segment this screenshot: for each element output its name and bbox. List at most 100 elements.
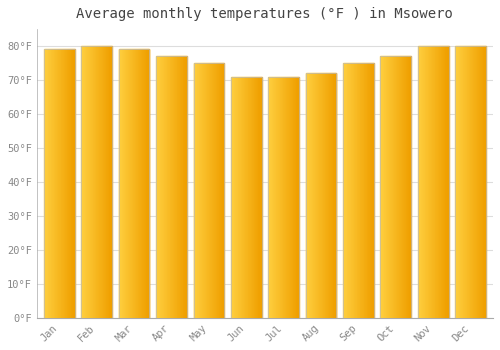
Bar bbox=[278, 77, 279, 318]
Bar bbox=[208, 63, 209, 318]
Bar bbox=[268, 77, 299, 318]
Bar bbox=[52, 49, 53, 318]
Bar bbox=[72, 49, 73, 318]
Bar bbox=[382, 56, 383, 318]
Bar bbox=[482, 46, 483, 318]
Bar bbox=[484, 46, 485, 318]
Bar bbox=[440, 46, 441, 318]
Bar bbox=[102, 46, 103, 318]
Bar bbox=[125, 49, 126, 318]
Bar bbox=[99, 46, 100, 318]
Bar bbox=[282, 77, 283, 318]
Bar bbox=[430, 46, 431, 318]
Bar bbox=[443, 46, 444, 318]
Bar bbox=[233, 77, 234, 318]
Bar bbox=[402, 56, 404, 318]
Bar bbox=[127, 49, 128, 318]
Bar bbox=[84, 46, 85, 318]
Bar bbox=[243, 77, 244, 318]
Bar bbox=[326, 73, 327, 318]
Bar bbox=[121, 49, 122, 318]
Bar bbox=[275, 77, 276, 318]
Bar bbox=[219, 63, 220, 318]
Bar bbox=[294, 77, 295, 318]
Bar bbox=[474, 46, 475, 318]
Bar bbox=[368, 63, 369, 318]
Bar bbox=[320, 73, 321, 318]
Bar bbox=[321, 73, 322, 318]
Bar bbox=[367, 63, 368, 318]
Bar bbox=[130, 49, 131, 318]
Bar bbox=[288, 77, 289, 318]
Bar bbox=[69, 49, 70, 318]
Bar bbox=[293, 77, 294, 318]
Bar bbox=[285, 77, 286, 318]
Bar bbox=[364, 63, 366, 318]
Bar bbox=[424, 46, 425, 318]
Bar bbox=[104, 46, 105, 318]
Bar bbox=[194, 63, 195, 318]
Bar bbox=[469, 46, 470, 318]
Bar bbox=[328, 73, 330, 318]
Bar bbox=[405, 56, 406, 318]
Bar bbox=[467, 46, 468, 318]
Bar bbox=[410, 56, 411, 318]
Bar bbox=[422, 46, 424, 318]
Bar bbox=[62, 49, 63, 318]
Bar bbox=[220, 63, 221, 318]
Bar bbox=[158, 56, 159, 318]
Bar bbox=[456, 46, 457, 318]
Bar bbox=[436, 46, 437, 318]
Bar bbox=[353, 63, 354, 318]
Bar bbox=[95, 46, 96, 318]
Bar bbox=[311, 73, 312, 318]
Bar bbox=[425, 46, 426, 318]
Bar bbox=[157, 56, 158, 318]
Bar bbox=[352, 63, 353, 318]
Bar bbox=[357, 63, 358, 318]
Bar bbox=[51, 49, 52, 318]
Bar bbox=[118, 49, 120, 318]
Bar bbox=[420, 46, 421, 318]
Bar bbox=[46, 49, 47, 318]
Bar bbox=[399, 56, 400, 318]
Bar bbox=[101, 46, 102, 318]
Bar bbox=[44, 49, 46, 318]
Bar bbox=[324, 73, 325, 318]
Bar bbox=[442, 46, 443, 318]
Bar bbox=[131, 49, 132, 318]
Bar bbox=[475, 46, 476, 318]
Bar bbox=[314, 73, 315, 318]
Bar bbox=[136, 49, 137, 318]
Bar bbox=[67, 49, 68, 318]
Bar bbox=[344, 63, 346, 318]
Bar bbox=[120, 49, 121, 318]
Bar bbox=[292, 77, 293, 318]
Bar bbox=[386, 56, 388, 318]
Bar bbox=[142, 49, 143, 318]
Bar bbox=[103, 46, 104, 318]
Bar bbox=[236, 77, 237, 318]
Bar bbox=[64, 49, 66, 318]
Bar bbox=[457, 46, 458, 318]
Bar bbox=[432, 46, 433, 318]
Bar bbox=[408, 56, 409, 318]
Bar bbox=[53, 49, 54, 318]
Bar bbox=[90, 46, 92, 318]
Bar bbox=[172, 56, 173, 318]
Bar bbox=[159, 56, 160, 318]
Bar bbox=[390, 56, 391, 318]
Bar bbox=[173, 56, 174, 318]
Bar bbox=[169, 56, 170, 318]
Bar bbox=[254, 77, 256, 318]
Bar bbox=[109, 46, 110, 318]
Bar bbox=[108, 46, 109, 318]
Bar bbox=[317, 73, 318, 318]
Bar bbox=[88, 46, 89, 318]
Bar bbox=[85, 46, 86, 318]
Bar bbox=[178, 56, 179, 318]
Bar bbox=[257, 77, 258, 318]
Bar bbox=[362, 63, 363, 318]
Bar bbox=[356, 63, 357, 318]
Bar bbox=[186, 56, 187, 318]
